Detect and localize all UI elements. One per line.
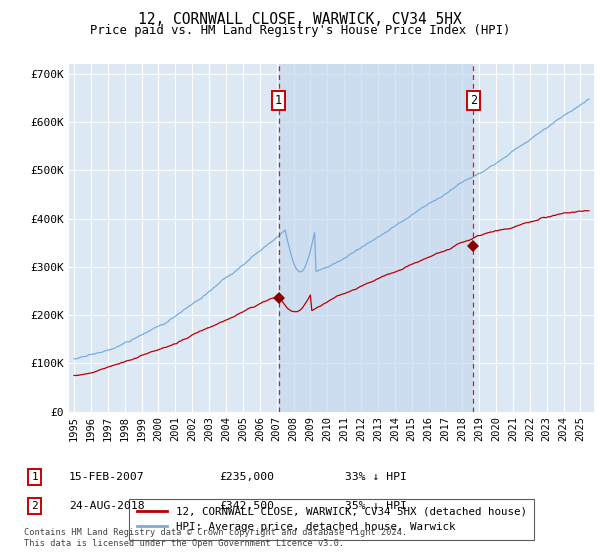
Text: 2: 2 [31,501,38,511]
Text: £342,500: £342,500 [219,501,274,511]
Text: 1: 1 [275,94,282,108]
Text: 12, CORNWALL CLOSE, WARWICK, CV34 5HX: 12, CORNWALL CLOSE, WARWICK, CV34 5HX [138,12,462,27]
Text: 15-FEB-2007: 15-FEB-2007 [69,472,145,482]
Text: 1: 1 [31,472,38,482]
Text: Contains HM Land Registry data © Crown copyright and database right 2024.
This d: Contains HM Land Registry data © Crown c… [24,528,407,548]
Bar [278,64,473,412]
Text: 2: 2 [470,94,477,108]
Legend: 12, CORNWALL CLOSE, WARWICK, CV34 5HX (detached house), HPI: Average price, deta: 12, CORNWALL CLOSE, WARWICK, CV34 5HX (d… [129,499,534,540]
Text: 33% ↓ HPI: 33% ↓ HPI [345,472,407,482]
Text: 35% ↓ HPI: 35% ↓ HPI [345,501,407,511]
Text: Price paid vs. HM Land Registry's House Price Index (HPI): Price paid vs. HM Land Registry's House … [90,24,510,37]
Text: 24-AUG-2018: 24-AUG-2018 [69,501,145,511]
Text: £235,000: £235,000 [219,472,274,482]
